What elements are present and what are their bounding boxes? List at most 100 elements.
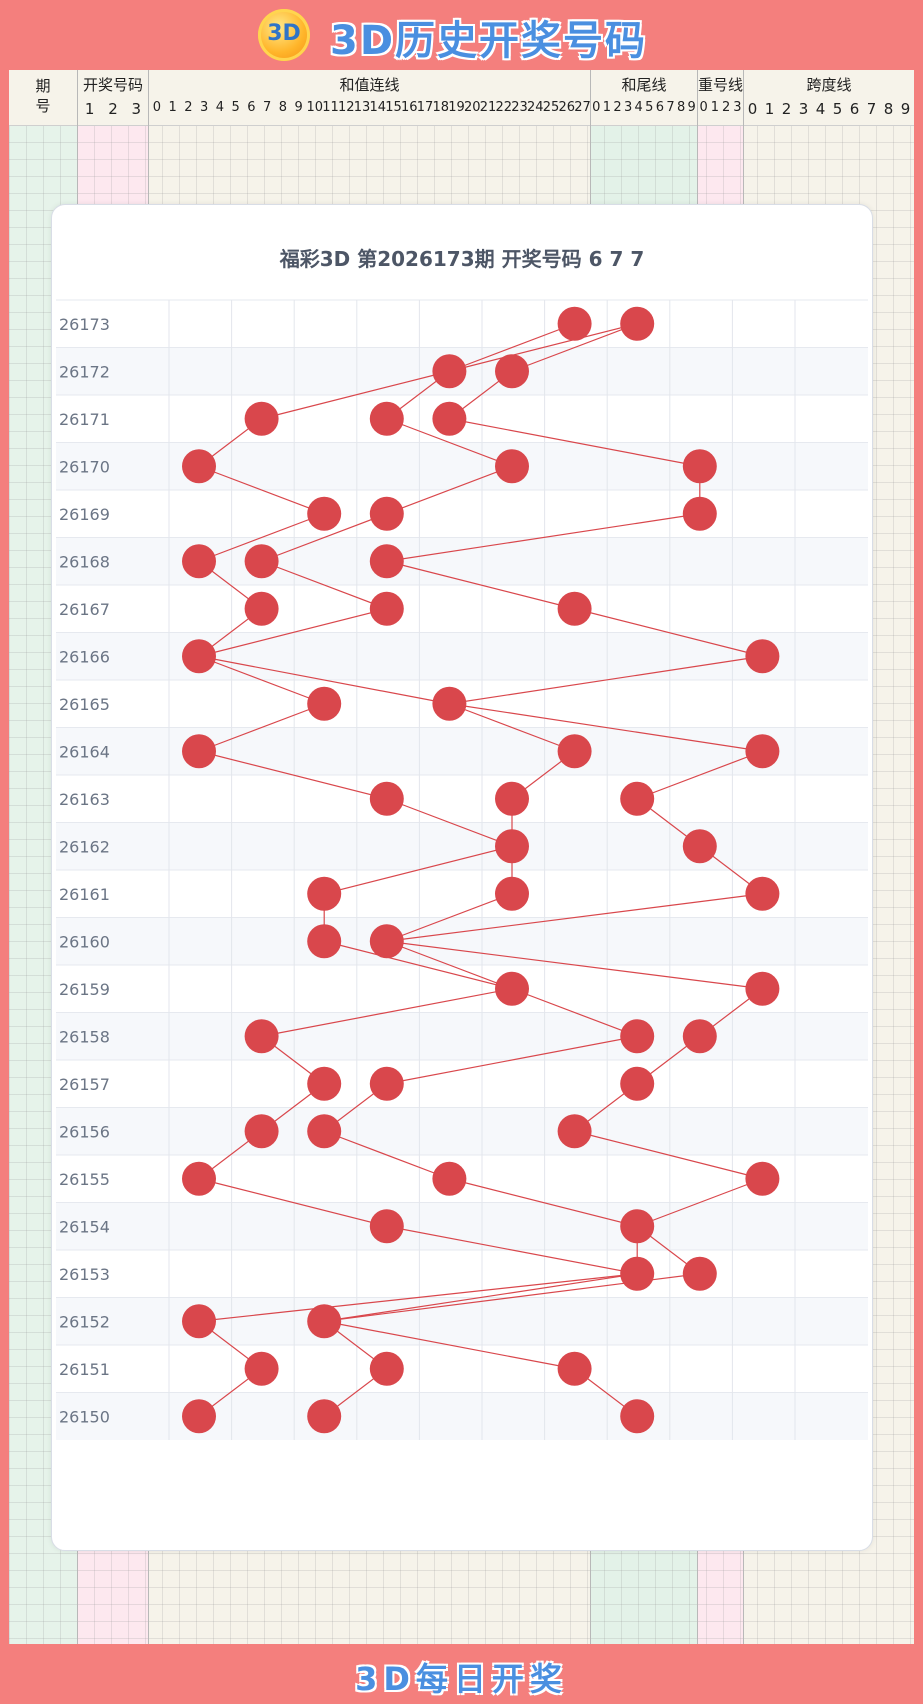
draw-digit-point — [620, 1066, 655, 1101]
table-row — [56, 300, 868, 348]
trend-line — [386, 560, 575, 610]
draw-digit-point — [495, 971, 529, 1006]
draw-digit-point — [745, 1161, 780, 1196]
trend-line — [574, 608, 763, 657]
table-row — [56, 585, 868, 633]
table-row — [56, 1012, 868, 1060]
trend-line — [261, 988, 513, 1037]
trend-chart: 26173 26172 26171 26170 26169 26168 26167 26166… — [56, 299, 868, 1440]
trend-line — [449, 323, 638, 372]
trend-line — [449, 1178, 638, 1227]
trend-line — [386, 798, 513, 847]
header-number: 1 — [710, 100, 720, 115]
header-number: 2 — [108, 100, 118, 118]
trend-line — [324, 1273, 638, 1322]
period-label: 26164 — [59, 742, 110, 761]
span-header: 跨度线 — [806, 76, 852, 94]
trend-line — [323, 1130, 450, 1180]
header-number: 4 — [815, 100, 826, 118]
header-number: 0 — [152, 100, 162, 115]
draw-digit-point — [182, 544, 216, 579]
trend-line — [324, 845, 513, 895]
draw-digit-point — [182, 1304, 216, 1339]
draw-digit-point — [244, 1114, 279, 1149]
header-number: 24 — [527, 100, 544, 115]
trend-line — [198, 608, 387, 657]
trend-line — [198, 513, 325, 562]
header-number: 12 — [338, 100, 355, 115]
trend-line — [511, 988, 638, 1037]
period-label: 26159 — [59, 980, 110, 999]
header-number: 3 — [199, 100, 209, 115]
header-number: 1 — [168, 100, 177, 115]
header-number: 4 — [634, 100, 643, 115]
trend-line — [449, 418, 700, 467]
trend-line — [636, 1178, 763, 1227]
trend-line — [324, 940, 513, 990]
header-number: 21 — [479, 100, 497, 115]
draw-digit-point — [682, 829, 717, 864]
period-label: 26154 — [59, 1217, 110, 1236]
table-row — [56, 1107, 868, 1155]
period-label: 26158 — [59, 1027, 110, 1046]
table-row — [56, 1250, 868, 1298]
draw-digit-point — [682, 1019, 717, 1054]
period-label: 26153 — [59, 1265, 110, 1284]
header-number: 5 — [832, 100, 843, 118]
period-label: 26168 — [59, 552, 110, 571]
draw-digit-point — [369, 496, 404, 531]
draw-digit-point — [682, 496, 717, 531]
draw-digit-point — [244, 1019, 279, 1054]
header-number: 25 — [542, 100, 560, 115]
draw-digit-point — [620, 1399, 655, 1434]
trend-line — [574, 1130, 763, 1180]
header-number: 6 — [655, 100, 665, 115]
trend-line — [261, 513, 388, 562]
header-number: 9 — [294, 100, 303, 115]
header-number: 26 — [558, 100, 576, 115]
header-number: 9 — [687, 100, 696, 115]
header-number: 4 — [215, 100, 225, 115]
trend-line — [386, 893, 513, 942]
draw-digit-point — [307, 1399, 342, 1434]
draw-digit-point — [369, 544, 404, 579]
header-number: 5 — [645, 100, 654, 115]
header-number: 6 — [849, 100, 860, 118]
header-number: 8 — [676, 100, 686, 115]
header-number: 11 — [322, 100, 339, 115]
draw-digit-point — [182, 1399, 216, 1434]
header-number: 3 — [798, 100, 809, 118]
table-row — [56, 822, 868, 870]
header-number: 7 — [262, 100, 272, 115]
trend-line — [449, 655, 763, 705]
period-label: 26155 — [59, 1170, 110, 1189]
table-row — [56, 1202, 868, 1250]
draw-digit-point — [369, 1066, 404, 1101]
header-number: 2 — [781, 100, 792, 118]
period-label: 26167 — [59, 600, 110, 619]
draw-digit-point — [495, 354, 529, 389]
bottom-banner: 3D每日开奖 — [0, 1644, 923, 1704]
header-number: 0 — [747, 100, 758, 118]
card-title: 福彩3D 第2026173期 开奖号码 6 7 7 — [279, 247, 645, 271]
table-row — [56, 442, 868, 490]
period-header: 期号 — [35, 77, 51, 115]
period-label: 26166 — [59, 647, 110, 666]
header-number: 5 — [231, 100, 240, 115]
draw-digit-point — [307, 1114, 342, 1149]
header-number: 17 — [416, 100, 434, 115]
draw-digit-point — [307, 496, 342, 531]
header-number: 16 — [401, 100, 418, 115]
draw-digit-point — [495, 876, 529, 911]
table-row — [56, 537, 868, 585]
table-row — [56, 1345, 868, 1393]
draw-digit-point — [620, 1209, 655, 1244]
header-number: 1 — [84, 100, 95, 118]
draw-digit-point — [557, 306, 592, 341]
header-number: 19 — [448, 100, 465, 115]
header-number: 27 — [574, 100, 591, 115]
draw-digit-point — [745, 639, 780, 674]
header-number: 22 — [495, 100, 513, 115]
header-number: 2 — [184, 100, 193, 115]
draw-digit-point — [369, 591, 404, 626]
